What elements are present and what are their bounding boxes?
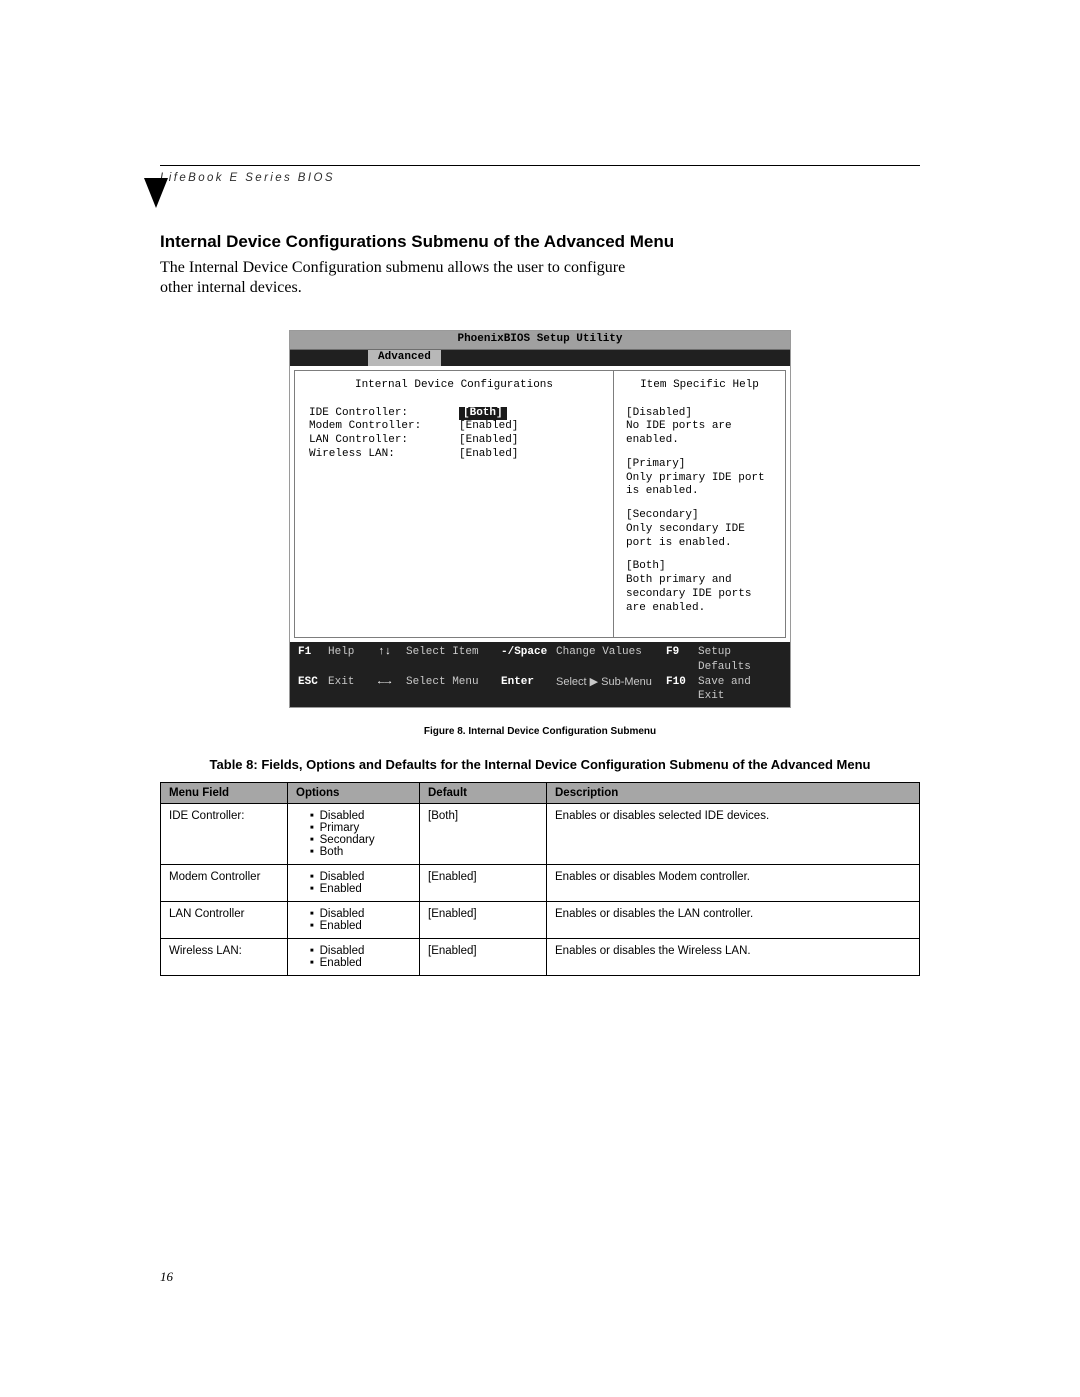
- bios-help-block: [Both] Both primary and secondary IDE po…: [626, 560, 773, 615]
- page-number: 16: [160, 1269, 173, 1285]
- bios-help-panel: Item Specific Help [Disabled] No IDE por…: [614, 370, 786, 639]
- option-item: Disabled: [310, 945, 411, 957]
- accent-triangle-icon: [144, 178, 170, 210]
- bios-help-head: [Both]: [626, 560, 773, 574]
- fkey-f10: F10: [666, 675, 698, 704]
- bios-help-head: [Disabled]: [626, 407, 773, 421]
- th-default: Default: [420, 783, 547, 804]
- figure-caption: Figure 8. Internal Device Configuration …: [160, 726, 920, 737]
- table-head: Menu Field Options Default Description: [161, 783, 920, 804]
- bios-field-wlan[interactable]: Wireless LAN: [Enabled]: [309, 448, 599, 462]
- bios-field-modem[interactable]: Modem Controller: [Enabled]: [309, 420, 599, 434]
- bios-footer: F1 Help ↑↓ Select Item -/Space Change Va…: [290, 642, 790, 707]
- bios-field-value[interactable]: [Both]: [459, 407, 507, 421]
- cell-default: [Enabled]: [420, 939, 547, 976]
- bios-field-label: LAN Controller:: [309, 434, 459, 448]
- option-item: Disabled: [310, 871, 411, 883]
- table-row: Wireless LAN: Disabled Enabled [Enabled]…: [161, 939, 920, 976]
- section-title: Internal Device Configurations Submenu o…: [160, 232, 920, 252]
- th-menu-field: Menu Field: [161, 783, 288, 804]
- bios-left-panel: Internal Device Configurations IDE Contr…: [294, 370, 614, 639]
- bios-help-head: [Primary]: [626, 458, 773, 472]
- bios-tab-advanced[interactable]: Advanced: [368, 350, 441, 366]
- option-item: Disabled: [310, 908, 411, 920]
- option-item: Primary: [310, 822, 411, 834]
- bios-field-label: Modem Controller:: [309, 420, 459, 434]
- bios-help-block: [Secondary] Only secondary IDE port is e…: [626, 509, 773, 550]
- bios-field-value[interactable]: [Enabled]: [459, 434, 518, 448]
- fkey-help: Help: [328, 645, 378, 674]
- option-item: Enabled: [310, 883, 411, 895]
- section-body: The Internal Device Configuration submen…: [160, 258, 640, 298]
- bios-help-text: Only secondary IDE port is enabled.: [626, 523, 745, 549]
- cell-options: Disabled Enabled: [288, 865, 420, 902]
- options-table: Menu Field Options Default Description I…: [160, 782, 920, 976]
- option-item: Disabled: [310, 810, 411, 822]
- bios-help-head: [Secondary]: [626, 509, 773, 523]
- fkey-esc: ESC: [298, 675, 328, 704]
- bios-fields: IDE Controller: [Both] Modem Controller:…: [295, 407, 613, 562]
- cell-default: [Enabled]: [420, 865, 547, 902]
- fkey-save-exit: Save and Exit: [698, 675, 782, 704]
- fkey-exit: Exit: [328, 675, 378, 704]
- bios-screenshot: PhoenixBIOS Setup Utility Advanced Inter…: [289, 330, 791, 708]
- cell-options: Disabled Enabled: [288, 939, 420, 976]
- bios-field-lan[interactable]: LAN Controller: [Enabled]: [309, 434, 599, 448]
- cell-menu: LAN Controller: [161, 902, 288, 939]
- fkey-arrows-v: ↑↓: [378, 645, 406, 674]
- cell-default: [Enabled]: [420, 902, 547, 939]
- bios-help-text: Only primary IDE port is enabled.: [626, 472, 765, 498]
- bios-help-body: [Disabled] No IDE ports are enabled. [Pr…: [614, 407, 785, 638]
- bios-field-ide[interactable]: IDE Controller: [Both]: [309, 407, 599, 421]
- cell-desc: Enables or disables the LAN controller.: [547, 902, 920, 939]
- option-item: Secondary: [310, 834, 411, 846]
- fkey-setup-defaults: Setup Defaults: [698, 645, 782, 674]
- bios-help-block: [Disabled] No IDE ports are enabled.: [626, 407, 773, 448]
- cell-menu: Modem Controller: [161, 865, 288, 902]
- table-row: LAN Controller Disabled Enabled [Enabled…: [161, 902, 920, 939]
- cell-menu: IDE Controller:: [161, 804, 288, 865]
- bios-help-text: Both primary and secondary IDE ports are…: [626, 574, 751, 614]
- page: LifeBook E Series BIOS Internal Device C…: [0, 0, 1080, 1397]
- bios-help-text: No IDE ports are enabled.: [626, 420, 732, 446]
- bios-utility-title: PhoenixBIOS Setup Utility: [290, 331, 790, 350]
- bios-field-value[interactable]: [Enabled]: [459, 420, 518, 434]
- running-head: LifeBook E Series BIOS: [160, 172, 920, 184]
- option-item: Both: [310, 846, 411, 858]
- th-options: Options: [288, 783, 420, 804]
- cell-desc: Enables or disables selected IDE devices…: [547, 804, 920, 865]
- fkey-arrows-h: ←→: [378, 675, 406, 704]
- header-rule: [160, 165, 920, 166]
- fkey-f9: F9: [666, 645, 698, 674]
- bios-field-value[interactable]: [Enabled]: [459, 448, 518, 462]
- bios-menubar: Advanced: [290, 350, 790, 366]
- cell-desc: Enables or disables the Wireless LAN.: [547, 939, 920, 976]
- fkey-change-values: Change Values: [556, 645, 666, 674]
- fkey-select-menu: Select Menu: [406, 675, 501, 704]
- cell-menu: Wireless LAN:: [161, 939, 288, 976]
- option-item: Enabled: [310, 920, 411, 932]
- cell-options: Disabled Enabled: [288, 902, 420, 939]
- th-description: Description: [547, 783, 920, 804]
- bios-help-block: [Primary] Only primary IDE port is enabl…: [626, 458, 773, 499]
- cell-desc: Enables or disables Modem controller.: [547, 865, 920, 902]
- fkey-select-sub: Select ▶ Sub-Menu: [556, 675, 666, 704]
- table-caption: Table 8: Fields, Options and Defaults fo…: [160, 757, 920, 772]
- cell-default: [Both]: [420, 804, 547, 865]
- table-row: Modem Controller Disabled Enabled [Enabl…: [161, 865, 920, 902]
- option-item: Enabled: [310, 957, 411, 969]
- fkey-f1: F1: [298, 645, 328, 674]
- bios-main: Internal Device Configurations IDE Contr…: [290, 366, 790, 643]
- bios-field-label: IDE Controller:: [309, 407, 459, 421]
- table-row: IDE Controller: Disabled Primary Seconda…: [161, 804, 920, 865]
- bios-menubar-spacer: [290, 350, 368, 366]
- cell-options: Disabled Primary Secondary Both: [288, 804, 420, 865]
- fkey-select-item: Select Item: [406, 645, 501, 674]
- bios-panel-title: Internal Device Configurations: [295, 371, 613, 407]
- fkey-minus-space: -/Space: [501, 645, 556, 674]
- fkey-enter: Enter: [501, 675, 556, 704]
- bios-field-label: Wireless LAN:: [309, 448, 459, 462]
- bios-help-title: Item Specific Help: [614, 371, 785, 407]
